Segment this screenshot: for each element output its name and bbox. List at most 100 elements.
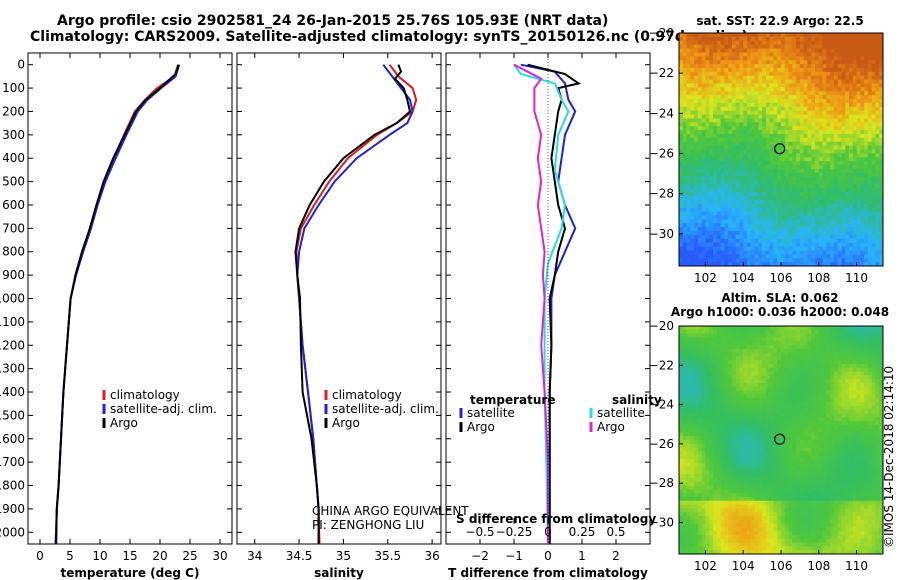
heatmap-cell xyxy=(716,87,722,92)
heatmap-cell xyxy=(807,79,812,84)
heatmap-cell xyxy=(735,367,740,373)
heatmap-cell xyxy=(728,145,733,150)
heatmap-cell xyxy=(769,333,774,338)
heatmap-cell xyxy=(773,371,778,376)
heatmap-cell xyxy=(807,83,812,88)
heatmap-cell xyxy=(879,398,884,403)
heatmap-cell xyxy=(679,421,684,426)
heatmap-cell xyxy=(860,348,865,354)
heatmap-cell xyxy=(799,114,805,119)
heatmap-cell xyxy=(758,207,763,213)
heatmap-cell xyxy=(690,157,695,162)
heatmap-cell xyxy=(724,33,729,38)
heatmap-cell xyxy=(849,352,854,357)
heatmap-cell xyxy=(871,79,876,84)
heatmap-cell xyxy=(852,71,858,77)
heatmap-cell xyxy=(762,242,767,248)
heatmap-cell xyxy=(784,114,790,119)
heatmap-cell xyxy=(830,99,835,104)
heatmap-cell xyxy=(849,421,854,426)
heatmap-cell xyxy=(815,352,820,357)
heatmap-cell xyxy=(860,375,865,380)
heatmap-cell xyxy=(784,95,790,100)
heatmap-cell xyxy=(837,402,842,407)
heatmap-cell xyxy=(682,405,688,411)
heatmap-cell xyxy=(860,64,865,69)
heatmap-cell xyxy=(792,329,797,335)
heatmap-cell xyxy=(788,33,793,38)
heatmap-cell xyxy=(769,250,774,255)
heatmap-cell xyxy=(747,360,752,365)
heatmap-cell xyxy=(705,409,710,414)
heatmap-cell xyxy=(845,246,850,251)
heatmap-cell xyxy=(837,145,842,150)
heatmap-cell xyxy=(765,71,771,77)
heatmap-cell xyxy=(867,329,873,335)
heatmap-cell xyxy=(724,106,729,112)
heatmap-cell xyxy=(713,153,718,158)
heatmap-cell xyxy=(864,242,869,248)
heatmap-cell xyxy=(743,64,748,69)
heatmap-cell xyxy=(788,242,793,248)
heatmap-cell xyxy=(765,383,771,388)
heatmap-cell xyxy=(739,149,744,154)
legend-label: climatology xyxy=(332,388,402,402)
heatmap-cell xyxy=(728,223,733,228)
heatmap-cell xyxy=(864,40,869,46)
heatmap-cell xyxy=(867,157,873,162)
heatmap-cell xyxy=(818,421,824,426)
heatmap-cell xyxy=(833,219,839,224)
heatmap-cell xyxy=(852,48,858,53)
heatmap-cell xyxy=(713,326,718,331)
heatmap-cell xyxy=(686,64,691,69)
heatmap-cell xyxy=(743,409,748,414)
heatmap-cell xyxy=(739,40,744,46)
heatmap-cell xyxy=(833,36,839,42)
heatmap-cell xyxy=(735,122,740,127)
heatmap-cell xyxy=(728,398,733,403)
heatmap-cell xyxy=(837,149,842,154)
heatmap-cell xyxy=(728,262,733,267)
heatmap-cell xyxy=(826,345,831,350)
heatmap-cell xyxy=(860,386,865,392)
heatmap-cell xyxy=(856,106,861,112)
heatmap-cell xyxy=(750,172,756,178)
heatmap-cell xyxy=(747,126,752,131)
heatmap-cell xyxy=(754,207,759,213)
heatmap-cell xyxy=(765,341,771,346)
heatmap-cell xyxy=(826,421,831,426)
heatmap-cell xyxy=(822,180,827,185)
heatmap-cell xyxy=(697,192,703,197)
heatmap-cell xyxy=(811,33,816,38)
heatmap-cell xyxy=(830,75,835,81)
heatmap-cell xyxy=(849,110,854,116)
heatmap-cell xyxy=(852,56,858,61)
heatmap-cell xyxy=(709,383,714,388)
heatmap-cell xyxy=(750,56,756,61)
heatmap-cell xyxy=(679,60,684,65)
heatmap-cell xyxy=(705,180,710,185)
heatmap-cell xyxy=(833,102,839,108)
heatmap-cell xyxy=(762,364,767,369)
heatmap-cell xyxy=(743,386,748,392)
heatmap-cell xyxy=(679,333,684,338)
heatmap-cell xyxy=(762,341,767,346)
heatmap-cell xyxy=(871,145,876,150)
heatmap-cell xyxy=(811,246,816,251)
heatmap-cell xyxy=(758,409,763,414)
heatmap-cell xyxy=(773,223,778,228)
heatmap-cell xyxy=(750,192,756,197)
heatmap-cell xyxy=(826,79,831,84)
heatmap-cell xyxy=(781,52,786,57)
heatmap-cell xyxy=(713,333,718,338)
heatmap-cell xyxy=(686,184,691,189)
heatmap-cell xyxy=(743,329,748,335)
heatmap-cell xyxy=(849,367,854,373)
heatmap-cell xyxy=(713,168,718,174)
heatmap-cell xyxy=(758,417,763,422)
heatmap-cell xyxy=(799,326,805,331)
heatmap-cell xyxy=(864,375,869,380)
heatmap-cell xyxy=(852,110,858,116)
heatmap-cell xyxy=(826,234,831,240)
heatmap-cell xyxy=(728,341,733,346)
